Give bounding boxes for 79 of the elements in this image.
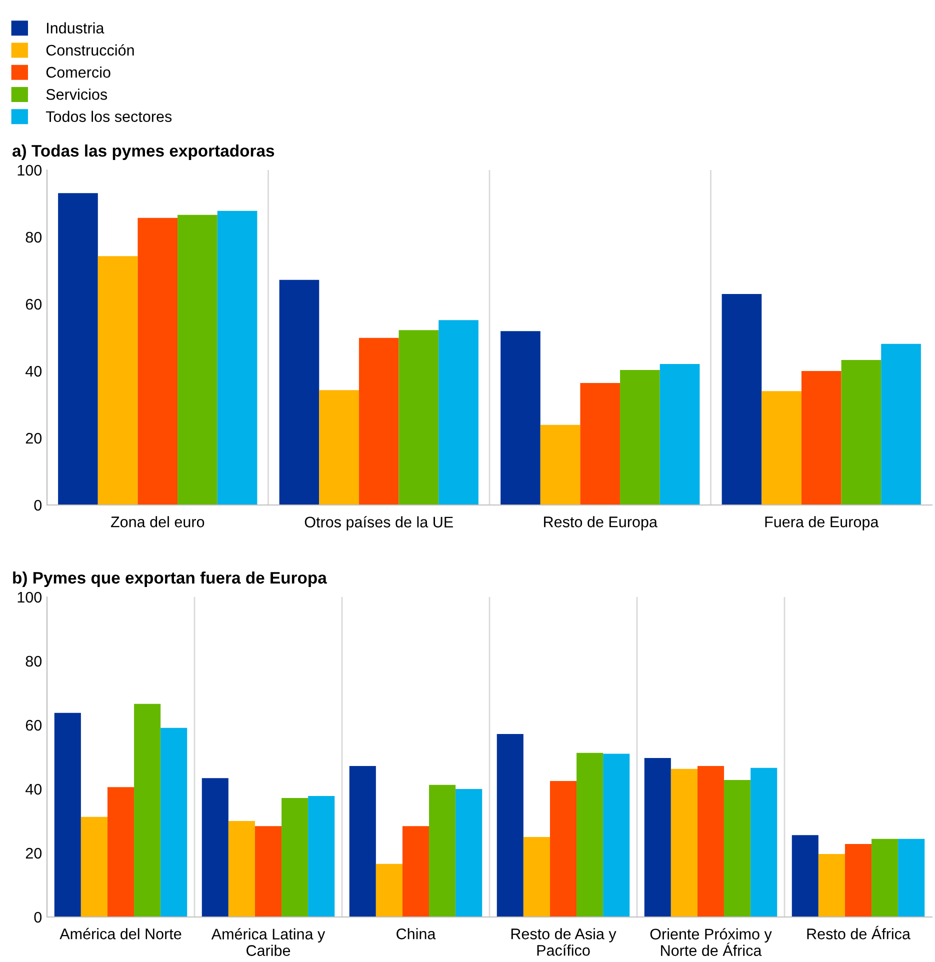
x-tick-label: Resto de África: [807, 926, 910, 940]
bar: [660, 364, 700, 505]
y-tick-label: 40: [26, 366, 42, 377]
bar: [217, 210, 258, 505]
bar: [881, 344, 921, 505]
y-tick-label: 100: [18, 592, 42, 603]
x-tick-label: Resto de Europa: [544, 516, 658, 530]
bar: [550, 781, 577, 917]
bar: [576, 752, 604, 917]
y-tick-label: 80: [26, 232, 42, 243]
bar: [722, 294, 762, 505]
y-tick-label: 40: [26, 784, 42, 795]
bar: [500, 331, 540, 505]
bar: [254, 826, 282, 917]
bar: [456, 789, 482, 917]
y-tick-label: 20: [26, 848, 42, 859]
legend-label: Todos los sectores: [46, 110, 172, 122]
x-tick-label: Otros países de la UE: [304, 516, 453, 531]
bar: [376, 864, 402, 917]
x-tick-label: Fuera de Europa: [765, 516, 879, 530]
bar: [228, 821, 255, 917]
x-tick-label: Oriente Próximo y Norte de África: [650, 928, 772, 956]
bar: [202, 778, 228, 917]
y-tick-label: 80: [26, 656, 42, 667]
bar: [644, 758, 671, 917]
bar: [160, 728, 188, 917]
bar: [697, 766, 724, 917]
bar: [178, 214, 218, 505]
y-tick-label: 0: [34, 912, 42, 923]
legend-label: Comercio: [46, 66, 110, 78]
bar: [134, 704, 161, 917]
bar: [402, 826, 430, 917]
bar: [540, 424, 580, 505]
bar: [58, 193, 98, 505]
bar: [523, 837, 550, 917]
chart-title: a) Todas las pymes exportadoras: [12, 144, 274, 160]
bar: [872, 838, 898, 917]
y-tick-label: 60: [26, 720, 42, 731]
legend-label: Industria: [47, 22, 104, 34]
legend-label: Servicios: [46, 88, 108, 100]
bar: [358, 338, 399, 505]
bar: [429, 784, 456, 917]
bar: [841, 360, 882, 505]
y-tick-label: 20: [26, 432, 42, 444]
bar: [98, 256, 138, 505]
x-tick-label: China: [396, 928, 436, 940]
bar: [844, 844, 872, 917]
bar: [750, 768, 778, 917]
bar: [603, 754, 630, 917]
bar: [282, 798, 308, 917]
bar: [762, 391, 802, 505]
x-tick-label: América Latina y Caribe: [211, 928, 326, 956]
bar: [792, 835, 818, 917]
bar: [54, 712, 81, 917]
bar: [496, 734, 524, 917]
bar: [279, 280, 320, 505]
legend-label: Construcción: [46, 44, 134, 56]
bar: [801, 371, 842, 505]
bar: [319, 390, 359, 505]
bar: [818, 854, 845, 917]
bar: [724, 780, 751, 917]
x-tick-label: Zona del euro: [110, 516, 204, 528]
y-tick-label: 60: [26, 298, 42, 310]
bar: [580, 383, 620, 505]
x-tick-label: Resto de Asia y Pacífico: [511, 928, 616, 956]
x-tick-label: América del Norte: [60, 928, 182, 940]
bar: [438, 320, 478, 505]
bar: [620, 370, 660, 505]
bar: [670, 768, 698, 917]
bar: [107, 787, 134, 917]
y-tick-label: 0: [34, 500, 42, 511]
chart-title: b) Pymes que exportan fuera de Europa: [13, 571, 327, 587]
bar: [898, 838, 925, 917]
bar: [398, 330, 439, 505]
bar: [80, 816, 108, 917]
y-tick-label: 100: [18, 164, 42, 176]
bar: [349, 766, 376, 917]
bar: [138, 218, 178, 505]
bar: [308, 796, 335, 917]
